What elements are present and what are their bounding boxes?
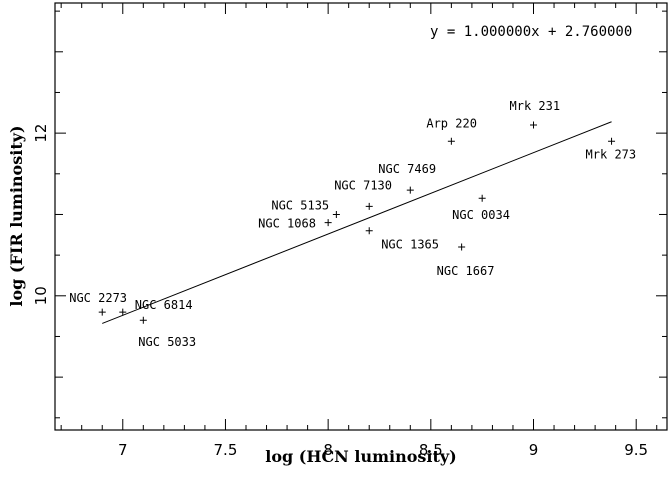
data-point-label: NGC 6814 [135, 298, 193, 312]
x-tick-label: 9 [529, 441, 539, 459]
axis-ticks [55, 3, 667, 430]
data-point-label: NGC 1667 [437, 264, 495, 278]
data-point-label: NGC 2273 [69, 291, 127, 305]
data-point-marker [332, 210, 340, 218]
y-tick-label: 10 [32, 286, 50, 305]
data-point-label: Mrk 273 [586, 147, 637, 161]
data-point-marker [530, 121, 538, 129]
data-point-marker [139, 316, 147, 324]
data-point-marker [365, 202, 373, 210]
data-point-marker [608, 137, 616, 145]
data-point-labels: NGC 2273 NGC 6814 NGC 5033 NGC 1068 NGC 5135… [69, 99, 636, 349]
data-point-label: NGC 5135 [271, 198, 329, 212]
data-point-label: Mrk 231 [510, 99, 561, 113]
x-tick-label: 9.5 [624, 441, 648, 459]
data-point-label: NGC 7469 [378, 162, 436, 176]
data-point-label: NGC 1068 [258, 217, 316, 231]
y-axis-title: log (FIR luminosity) [7, 125, 26, 306]
axis-tick-labels: 7 7.5 8 8.5 9 9.5 10 12 [32, 124, 648, 459]
y-tick-label: 12 [32, 124, 50, 143]
data-point-marker [447, 137, 455, 145]
x-tick-label: 8.5 [419, 441, 443, 459]
data-point-label: NGC 7130 [334, 178, 392, 192]
data-point-label: NGC 0034 [452, 208, 510, 222]
data-point-marker [324, 219, 332, 227]
data-point-label: NGC 5033 [138, 335, 196, 349]
data-point-label: NGC 1365 [381, 238, 439, 252]
x-tick-label: 7.5 [214, 441, 238, 459]
fit-equation: y = 1.000000x + 2.760000 [430, 24, 632, 40]
data-point-marker [98, 308, 106, 316]
data-point-marker [119, 308, 127, 316]
data-point-marker [458, 243, 466, 251]
x-tick-label: 7 [118, 441, 128, 459]
data-point-marker [365, 227, 373, 235]
data-point-label: Arp 220 [426, 116, 477, 130]
fit-line [102, 121, 612, 324]
data-point-marker [406, 186, 414, 194]
x-axis-title: log (HCN luminosity) [265, 447, 457, 466]
data-points [98, 121, 616, 324]
plot-frame [54, 2, 668, 431]
data-point-marker [478, 194, 486, 202]
x-tick-label: 8 [323, 441, 333, 459]
